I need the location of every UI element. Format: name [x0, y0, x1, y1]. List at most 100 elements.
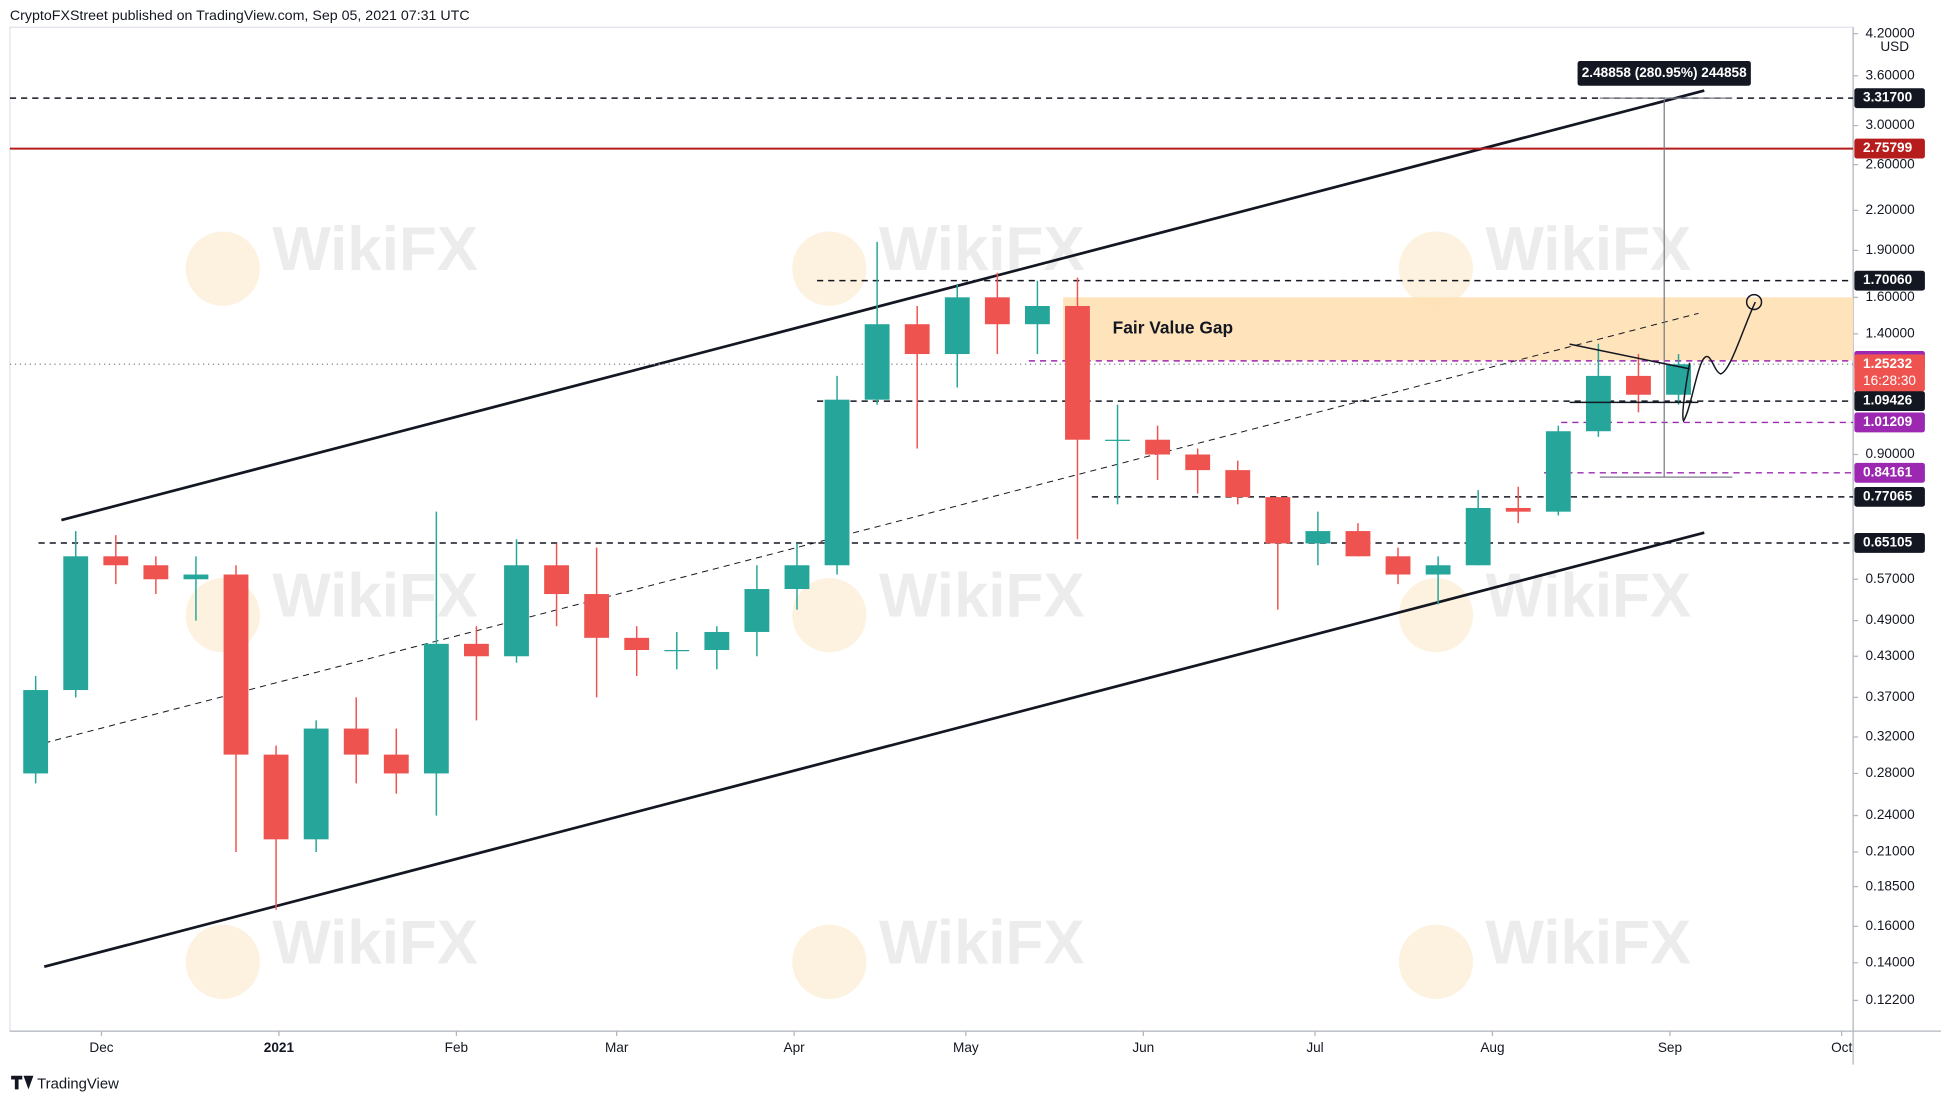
- level-label: 1.09426: [1863, 393, 1913, 408]
- y-tick-label: 0.12200: [1865, 992, 1915, 1007]
- candle-body: [504, 565, 529, 657]
- candle-body: [584, 594, 610, 638]
- projection-sketch: [1569, 293, 1763, 423]
- level-label: 0.84161: [1863, 464, 1913, 479]
- y-tick-label: 0.57000: [1865, 571, 1915, 586]
- watermark-logo: [792, 578, 867, 653]
- footer-logo: [11, 1075, 34, 1090]
- candle-body: [944, 297, 970, 355]
- watermark: WikiFX: [1485, 215, 1691, 284]
- y-tick-label: 0.14000: [1865, 954, 1915, 969]
- trend-line: [61, 89, 1705, 522]
- level-label: 1.70060: [1863, 272, 1913, 287]
- watermark-logo: [792, 231, 867, 306]
- candle-body: [544, 565, 569, 595]
- watermark-logo: [792, 924, 867, 999]
- watermark-logo: [1398, 578, 1474, 653]
- x-tick-label: Oct: [1831, 1040, 1852, 1055]
- candle-body: [63, 556, 89, 691]
- y-tick-label: 1.40000: [1865, 325, 1915, 340]
- level-label-bg: [1854, 270, 1925, 291]
- level-label-bg: [1854, 412, 1925, 433]
- candle-body: [904, 324, 930, 355]
- measure-label: 2.48858 (280.95%) 244858: [1582, 65, 1747, 80]
- watermark-logo: [185, 924, 260, 999]
- watermark: WikiFX: [272, 215, 478, 284]
- y-tick-label: 0.24000: [1865, 807, 1915, 822]
- candle-body: [704, 631, 730, 650]
- x-tick-label: Feb: [445, 1040, 468, 1055]
- y-tick-label: 4.20000: [1865, 25, 1915, 40]
- watermark: WikiFX: [879, 562, 1085, 631]
- y-tick-label: 0.21000: [1865, 844, 1915, 859]
- candle-body: [1185, 454, 1211, 471]
- level-label: 0.77065: [1863, 488, 1913, 503]
- currency-label: USD: [1880, 39, 1909, 54]
- watermark: WikiFX: [272, 908, 478, 977]
- candle-body: [263, 754, 289, 840]
- candle-body: [824, 399, 850, 566]
- y-tick-label: 0.32000: [1865, 729, 1915, 744]
- candle-body: [423, 643, 449, 774]
- candle-body: [1145, 439, 1171, 455]
- y-tick-label: 2.60000: [1865, 156, 1915, 171]
- level-label: 2.75799: [1863, 140, 1913, 155]
- x-tick-label: Mar: [605, 1040, 629, 1055]
- candle-body: [1065, 305, 1090, 440]
- candle-body: [1505, 507, 1531, 512]
- watermark-logo: [185, 231, 260, 306]
- y-tick-label: 0.90000: [1865, 446, 1915, 461]
- candle-body: [784, 565, 810, 590]
- y-tick-label: 0.16000: [1865, 918, 1915, 933]
- y-tick-label: 1.90000: [1865, 242, 1915, 257]
- level-label-bg: [1854, 486, 1925, 507]
- y-tick-label: 3.60000: [1865, 67, 1915, 82]
- zone-label: Fair Value Gap: [1113, 317, 1233, 337]
- level-label: 0.65105: [1863, 535, 1913, 550]
- x-tick-label: May: [953, 1040, 979, 1055]
- candle-body: [984, 297, 1010, 325]
- candle-body: [624, 637, 650, 650]
- footer: TradingView: [37, 1076, 119, 1092]
- x-tick-label: Jul: [1306, 1040, 1323, 1055]
- header: CryptoFXStreet published on TradingView.…: [10, 8, 470, 24]
- y-tick-label: 0.18500: [1865, 878, 1915, 893]
- trend-line: [43, 531, 1705, 969]
- watermark: WikiFX: [1485, 562, 1691, 631]
- candle-body: [1105, 439, 1130, 441]
- candle-body: [464, 643, 489, 657]
- watermark-logo: [185, 578, 260, 653]
- candle-body: [664, 649, 690, 652]
- x-tick-label: 2021: [264, 1040, 295, 1055]
- y-tick-label: 0.43000: [1865, 648, 1915, 663]
- candle-body: [1425, 565, 1451, 575]
- candle-body: [23, 690, 49, 774]
- level-label: 3.31700: [1863, 90, 1913, 105]
- level-label: 1.25232: [1863, 356, 1913, 371]
- candle-body: [1345, 531, 1371, 557]
- y-tick-label: 3.00000: [1865, 117, 1915, 132]
- level-label-bg: [1854, 462, 1925, 483]
- candle-body: [1385, 556, 1411, 575]
- x-tick-label: Sep: [1658, 1040, 1682, 1055]
- candle-body: [1545, 431, 1571, 512]
- y-tick-label: 2.20000: [1865, 202, 1915, 217]
- level-label-bg: [1854, 88, 1925, 109]
- level-label: 1.01209: [1863, 414, 1913, 429]
- watermark-logo: [1398, 231, 1474, 306]
- y-tick-label: 1.60000: [1865, 289, 1915, 304]
- y-tick-label: 0.28000: [1865, 765, 1915, 780]
- watermarks: WikiFX WikiFX WikiFX WikiFX WikiFX WikiFX Wiki…: [185, 215, 1691, 999]
- x-tick-label: Dec: [89, 1040, 113, 1055]
- measure-label-bg: [1577, 61, 1751, 86]
- candle-body: [864, 324, 890, 400]
- candle-body: [183, 574, 209, 580]
- level-label-bg: [1854, 391, 1925, 412]
- candle-body: [223, 574, 249, 755]
- level-label-bg: [1854, 533, 1925, 553]
- candle-body: [1585, 375, 1611, 432]
- candle-body: [103, 556, 129, 566]
- x-tick-label: Aug: [1480, 1040, 1504, 1055]
